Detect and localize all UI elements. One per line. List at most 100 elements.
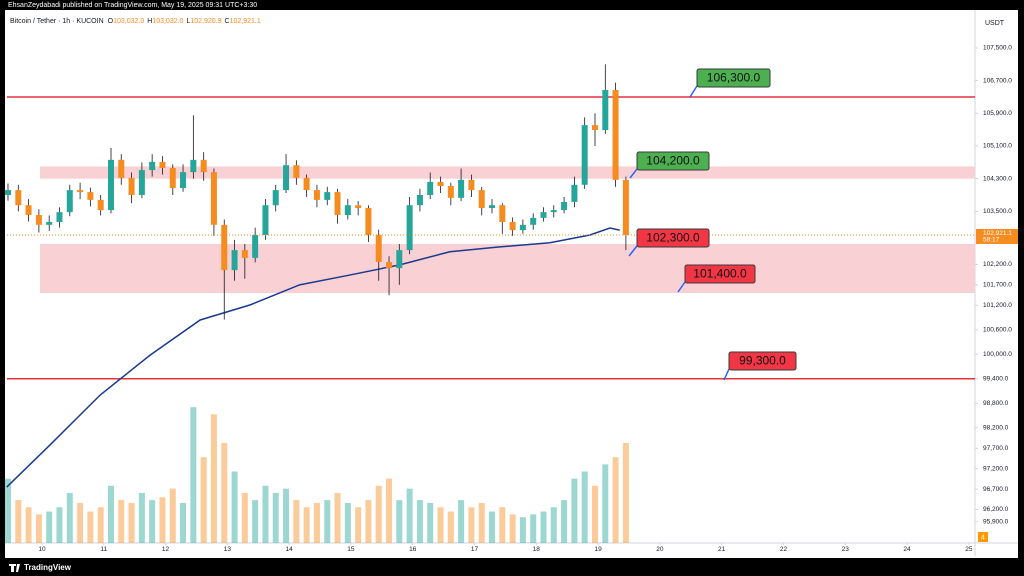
volume-bar: [591, 485, 598, 543]
callout-box: [684, 264, 756, 284]
volume-bar: [437, 507, 444, 543]
last-price-box: [976, 228, 1018, 244]
candle-body: [97, 199, 104, 211]
callout-arrow: [723, 368, 730, 381]
candle-body: [375, 235, 382, 262]
volume-bar: [200, 457, 207, 543]
volume-bar: [210, 414, 217, 543]
candle-body: [344, 205, 351, 216]
moving-average: [6, 227, 620, 488]
volume-bar: [478, 502, 485, 543]
volume-bar: [468, 507, 475, 543]
y-tick-label: 106,700.0: [983, 77, 1012, 84]
volume-bar: [313, 502, 320, 543]
callout-arrow: [628, 245, 638, 257]
candle-body: [509, 221, 516, 231]
volume-bar: [283, 488, 290, 543]
volume-bar: [396, 500, 403, 543]
brand-logo: [9, 564, 20, 572]
y-tick-label: 101,700.0: [983, 282, 1012, 289]
candle-body: [252, 235, 259, 258]
x-tick-label: 12: [162, 546, 170, 553]
candle-body: [571, 184, 578, 202]
candle-body: [149, 161, 156, 171]
candle-body: [355, 205, 362, 209]
y-tick-label: 101,200.0: [983, 302, 1012, 309]
volume-bar: [56, 507, 63, 543]
volume-bar: [66, 492, 73, 543]
volume-bar: [97, 507, 104, 543]
candle-body: [581, 125, 588, 185]
candle-body: [46, 221, 53, 225]
volume-bar: [324, 500, 331, 543]
candle-body: [4, 190, 11, 195]
x-tick-label: 13: [224, 546, 232, 553]
candle-body: [138, 170, 145, 195]
volume-bar: [622, 442, 629, 543]
y-tick-label: 102,200.0: [983, 261, 1012, 268]
callout-arrow: [629, 168, 638, 179]
candle-body: [365, 208, 372, 236]
volume-bar: [190, 407, 197, 543]
volume-bar: [241, 492, 248, 543]
symbol: Bitcoin / Tether · 1h · KUCOIN: [10, 18, 104, 25]
volume-bar: [159, 497, 166, 543]
zone: [40, 166, 975, 179]
ohlc-value: 103,032.0: [113, 18, 144, 25]
candle-body: [200, 159, 207, 173]
ohlc-key: C: [225, 18, 230, 25]
candle-body: [25, 205, 32, 216]
volume-bar: [231, 471, 238, 543]
volume-bar: [458, 500, 465, 543]
candle-body: [190, 159, 197, 173]
volume-bar: [406, 488, 413, 543]
candle-body: [128, 177, 135, 195]
candle-body: [293, 165, 300, 178]
y-tick-label: 98,200.0: [983, 425, 1009, 432]
x-tick-label: 16: [409, 546, 417, 553]
x-tick-label: 24: [903, 546, 911, 553]
callout-arrow: [689, 85, 698, 98]
candle-body: [262, 205, 269, 236]
x-tick-label: 14: [286, 546, 294, 553]
y-tick-label: 105,100.0: [983, 143, 1012, 150]
volume-bar: [252, 500, 259, 543]
volume-bar: [77, 502, 84, 543]
volume-bar: [386, 478, 393, 543]
callout-label: 106,300.0: [707, 71, 761, 85]
candle-body: [118, 159, 125, 178]
x-tick-label: 15: [347, 546, 355, 553]
y-tick-label: 104,300.0: [983, 175, 1012, 182]
volume-bar: [581, 471, 588, 543]
candle-body: [180, 172, 187, 189]
volume-bar: [602, 464, 609, 543]
y-tick-label: 97,700.0: [983, 445, 1009, 452]
callout-label: 99,300.0: [739, 354, 786, 368]
ohlc-key: L: [186, 18, 190, 25]
candle-body: [159, 161, 166, 169]
volume-bar: [416, 500, 423, 543]
candle-body: [406, 205, 413, 251]
x-tick-label: 23: [842, 546, 850, 553]
callout-box: [696, 68, 771, 88]
volume-bar: [169, 488, 176, 543]
x-tick-label: 18: [533, 546, 541, 553]
volume-bar: [499, 507, 506, 543]
y-tick-label: 100,000.0: [983, 351, 1012, 358]
x-tick-label: 11: [100, 546, 107, 553]
candle-body: [519, 224, 526, 231]
x-tick-label: 21: [718, 546, 726, 553]
x-tick-label: 10: [38, 546, 46, 553]
candle-body: [324, 192, 331, 200]
candle-body: [427, 181, 434, 195]
zone: [40, 244, 975, 294]
volume-bar: [334, 492, 341, 543]
symbol-line: Bitcoin / Tether · 1h · KUCOIN O103,032.0…: [10, 18, 261, 25]
ohlc-key: O: [108, 18, 114, 25]
callout-box: [728, 351, 797, 371]
candle-body: [458, 179, 465, 198]
currency: USDT: [985, 20, 1005, 27]
volume-bar: [509, 514, 516, 543]
volume-bar: [221, 442, 228, 543]
